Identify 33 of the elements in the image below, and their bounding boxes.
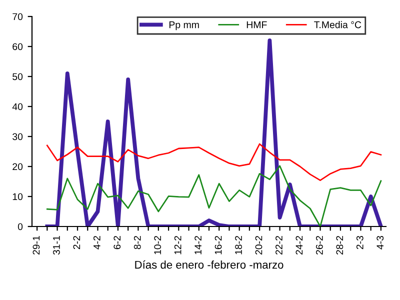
line-series: [46, 165, 382, 226]
x-tick-label: 8-2: [134, 236, 141, 250]
x-tick-label: 18-2: [235, 236, 242, 254]
x-tick-label: 12-2: [174, 236, 182, 254]
x-tick-label: 6-2: [114, 236, 121, 250]
x-tick-label: 10-2: [154, 236, 162, 254]
x-tick-label: 22-2: [276, 236, 282, 254]
x-tick-label: 4-2: [93, 236, 100, 250]
x-axis-title: Días de enero -febrero -marzo: [135, 260, 284, 269]
x-tick-label: 14-2: [194, 236, 202, 254]
legend-label: T.Media °C: [314, 21, 362, 28]
line-series: [45, 38, 383, 226]
x-tick-label: 26-2: [316, 236, 323, 254]
x-tick-label: 2-2: [73, 236, 80, 250]
x-tick-label: 28-2: [336, 236, 344, 254]
x-tick-label: 24-2: [296, 236, 303, 254]
y-tick-label: 20: [12, 163, 23, 170]
y-tick-label: 0: [18, 223, 23, 230]
x-tick-label: 2-3: [356, 236, 364, 250]
legend-label: Pp mm: [169, 21, 199, 30]
y-tick-label: 70: [12, 13, 23, 20]
x-tick-label: 29-1: [32, 236, 40, 254]
y-tick-label: 60: [12, 43, 23, 50]
x-tick-label: 20-2: [255, 236, 262, 254]
x-tick-label: 31-1: [53, 236, 60, 255]
line-series: [46, 143, 382, 181]
legend-label: HMF: [246, 21, 267, 28]
y-tick-label: 40: [12, 103, 23, 110]
y-tick-label: 30: [12, 133, 23, 140]
y-tick-label: 10: [12, 193, 23, 200]
x-tick-label: 16-2: [214, 236, 222, 254]
x-tick-label: 4-3: [376, 236, 384, 250]
y-tick-label: 50: [12, 73, 23, 80]
